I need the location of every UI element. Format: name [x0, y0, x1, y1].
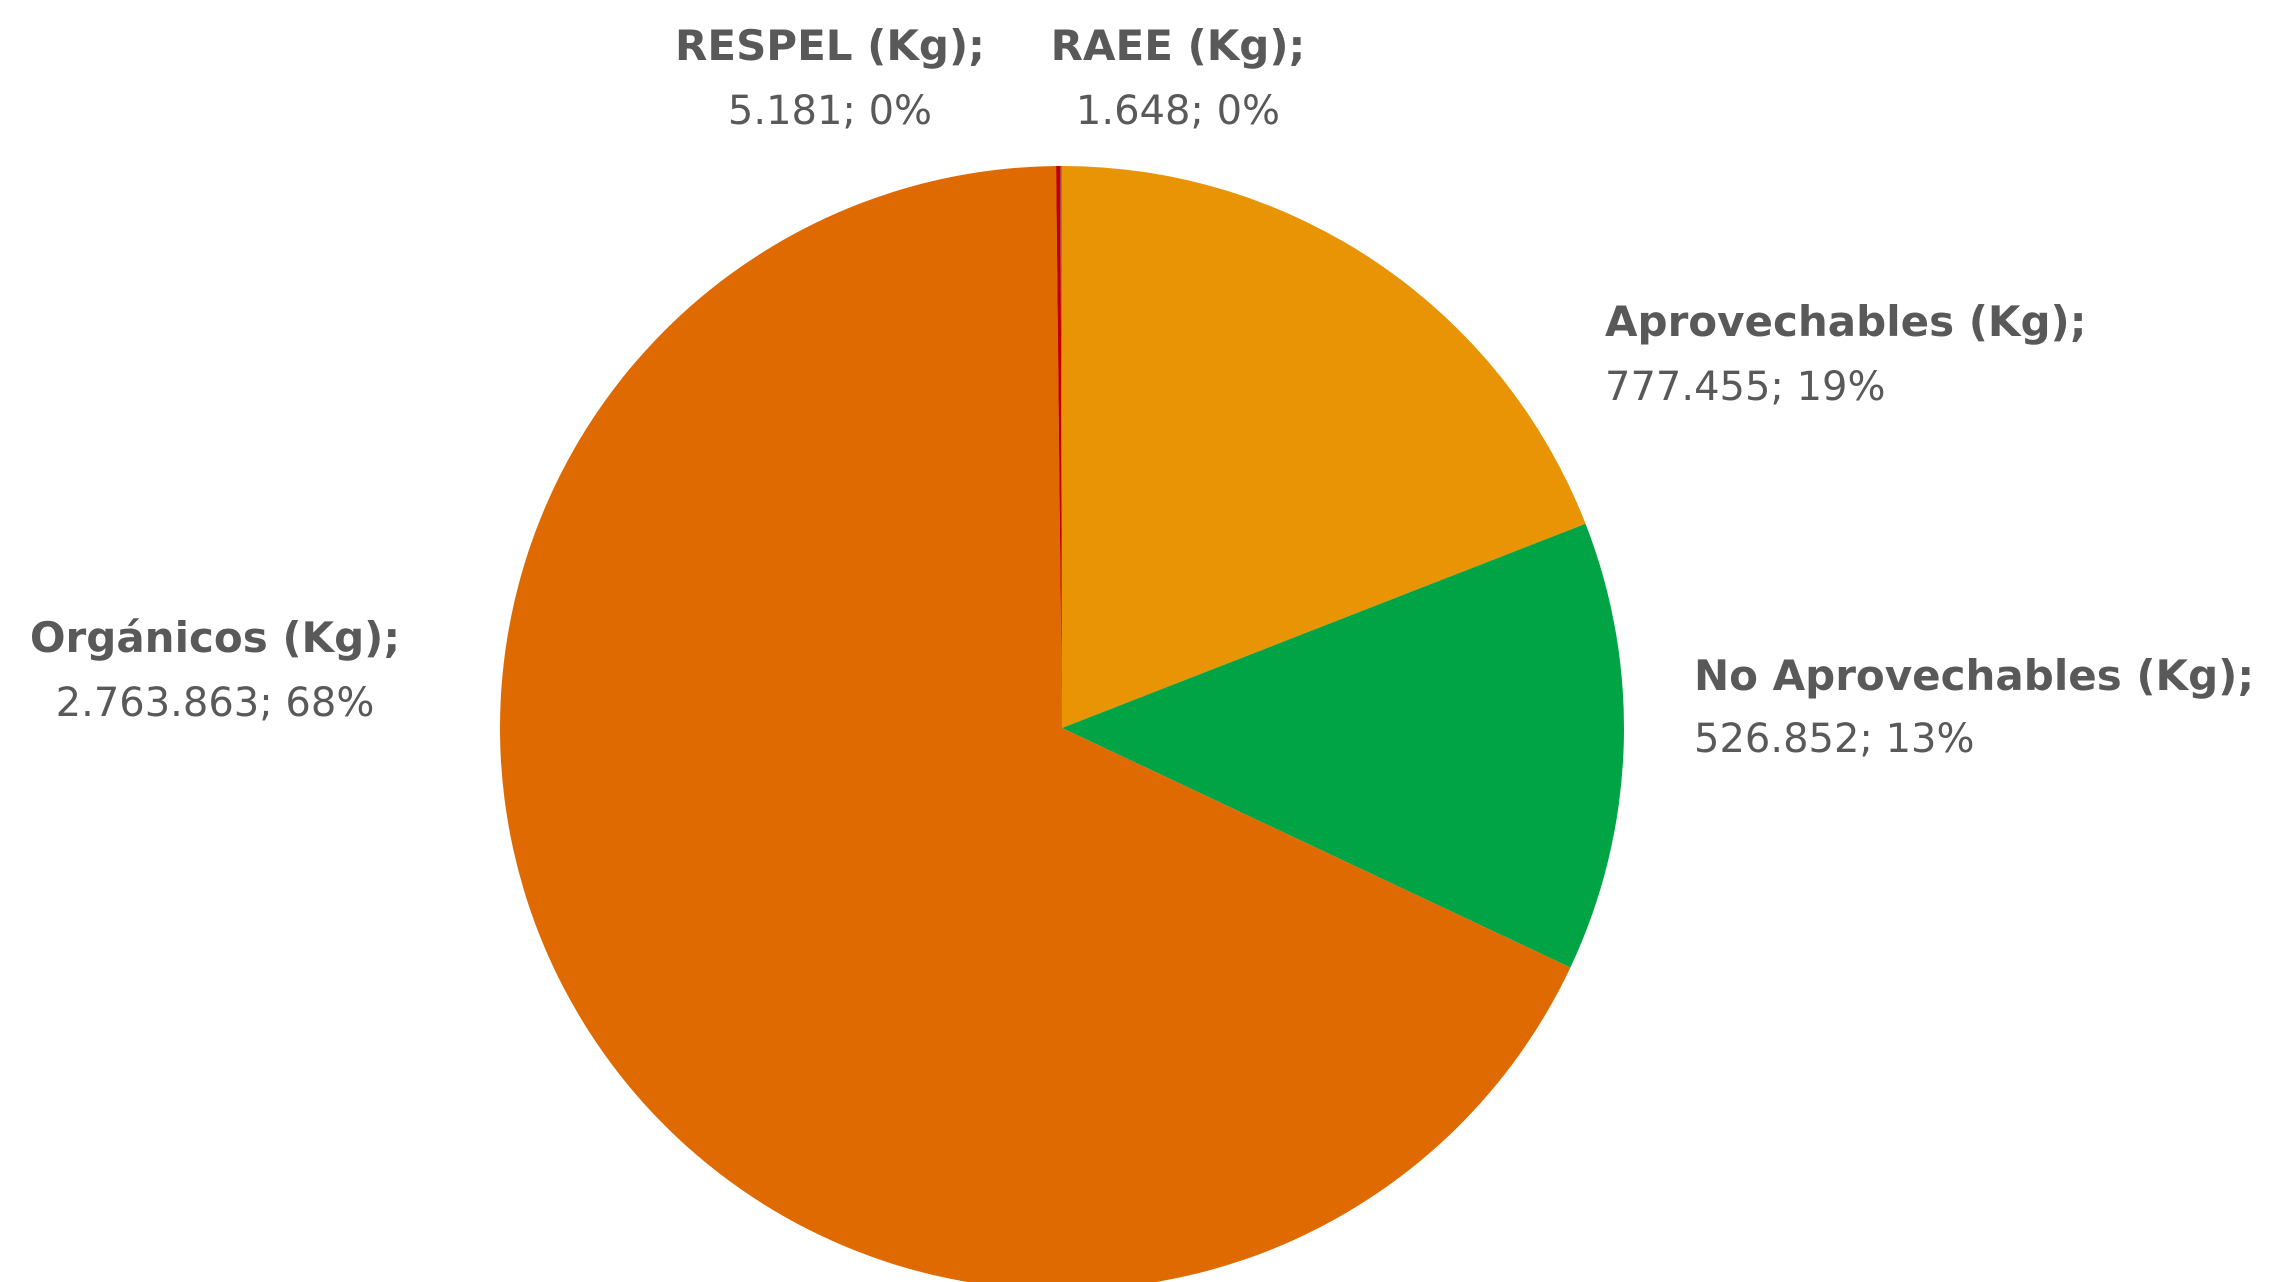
- pie-labels: Aprovechables (Kg); 777.455; 19% No Apro…: [30, 21, 2254, 762]
- slice-label-name-respel: RESPEL (Kg);: [675, 21, 985, 70]
- slice-label-name-aprovechables: Aprovechables (Kg);: [1605, 297, 2087, 346]
- slice-label-name-raee: RAEE (Kg);: [1051, 21, 1306, 70]
- pie-slice-3: [1056, 166, 1062, 728]
- pie-slice-2: [500, 166, 1571, 1282]
- pie-slices: [500, 166, 1624, 1282]
- pie-slice-1: [1062, 523, 1624, 968]
- slice-label-value-raee: 1.648; 0%: [1076, 88, 1280, 134]
- slice-label-value-aprovechables: 777.455; 19%: [1605, 364, 1886, 410]
- pie-slice-0: [1062, 166, 1586, 728]
- slice-label-name-no-aprovechables: No Aprovechables (Kg);: [1694, 651, 2254, 700]
- pie-slice-4: [1060, 166, 1062, 728]
- slice-label-value-no-aprovechables: 526.852; 13%: [1694, 716, 1975, 762]
- slice-label-name-organicos: Orgánicos (Kg);: [30, 613, 400, 662]
- slice-label-value-respel: 5.181; 0%: [728, 88, 932, 134]
- slice-label-value-organicos: 2.763.863; 68%: [56, 680, 375, 726]
